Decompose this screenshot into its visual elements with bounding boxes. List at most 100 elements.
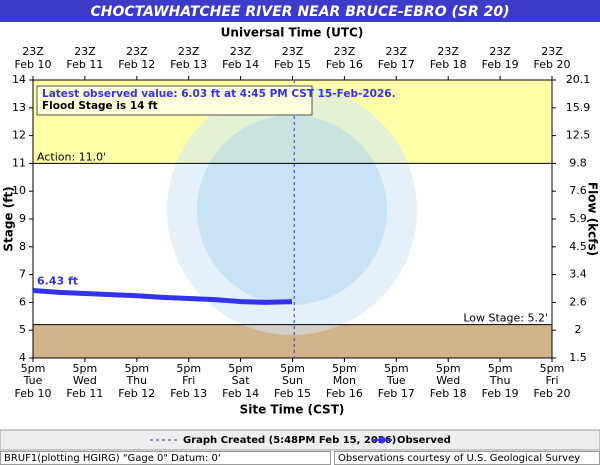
x-tick-date: Feb 17 [378,387,415,400]
x-tick-time: 5pm [332,362,357,375]
top-tick-date: Feb 13 [170,58,207,71]
info-blue: Latest observed value: 6.03 ft at 4:45 P… [42,88,396,100]
observed-line [32,287,293,305]
info-box [36,85,313,116]
x-tick-time: 5pm [280,362,305,375]
y2-tick-label: 7.6 [569,184,587,197]
top-tick-time: 23Z [437,45,459,58]
top-tick-date: Feb 18 [430,58,467,71]
y2-axis-label: Flow (kcfs) [586,182,600,256]
top-tick-time: 23Z [541,45,563,58]
x-tick-weekday: Sat [232,374,251,387]
y-tick-label: 10 [12,184,26,197]
x-tick-time: 5pm [488,362,513,375]
legend-bar [0,429,600,451]
legend-created: Graph Created (5:48PM Feb 15, 2026) [183,435,396,446]
y-tick-label: 8 [19,240,26,253]
x-tick-date: Feb 12 [118,387,155,400]
footer-right: Observations courtesy of U.S. Geological… [338,453,580,464]
x-tick-date: Feb 20 [534,387,571,400]
legend-observed-marker [378,436,386,444]
top-tick-date: Feb 17 [378,58,415,71]
top-tick-date: Feb 11 [66,58,103,71]
top-tick-date: Feb 12 [118,58,155,71]
top-axis-label: Universal Time (UTC) [221,26,364,40]
x-tick-date: Feb 14 [222,387,259,400]
top-tick-time: 23Z [22,45,44,58]
x-tick-date: Feb 16 [326,387,363,400]
y-tick-label: 5 [19,323,26,336]
x-tick-weekday: Thu [489,374,511,387]
top-tick-time: 23Z [74,45,96,58]
x-tick-weekday: Mon [333,374,356,387]
top-tick-time: 23Z [126,45,148,58]
footer-left: BRUF1(plotting HGIRG) "Gage 0" Datum: 0' [4,453,221,464]
x-tick-weekday: Fri [182,374,195,387]
watermark [167,85,417,335]
top-tick-date: Feb 20 [534,58,571,71]
start-label: 6.43 ft [37,274,78,287]
plot-area: Action: 11.0' Low Stage: 5.2' [33,80,552,358]
y2-tick-label: 12.5 [566,129,591,142]
y2-tick-label: 20.1 [566,73,591,86]
x-tick-time: 5pm [176,362,201,375]
plot-frame [32,79,553,359]
y2-tick-label: 2 [575,323,582,336]
y-tick-label: 13 [12,101,26,114]
x-tick-weekday: Wed [436,374,460,387]
x-tick-time: 5pm [73,362,98,375]
y2-tick-label: 15.9 [566,101,591,114]
x-tick-date: Feb 13 [170,387,207,400]
y-tick-label: 6 [19,295,26,308]
y-axis-label: Stage (ft) [2,186,16,251]
x-tick-weekday: Thu [125,374,147,387]
title-bar [0,0,600,22]
y-tick-label: 7 [19,268,26,281]
top-tick-time: 23Z [489,45,511,58]
top-tick-date: Feb 10 [15,58,52,71]
y2-tick-label: 9.8 [569,156,587,169]
y-tick-label: 9 [19,212,26,225]
y2-tick-label: 4.5 [569,240,587,253]
x-tick-time: 5pm [436,362,461,375]
x-tick-date: Feb 10 [15,387,52,400]
x-tick-weekday: Fri [545,374,558,387]
top-tick-date: Feb 14 [222,58,259,71]
x-tick-weekday: Sun [282,374,303,387]
x-tick-weekday: Tue [23,374,43,387]
x-tick-time: 5pm [21,362,46,375]
y-tick-label: 12 [12,129,26,142]
y-tick-label: 14 [12,73,26,86]
top-tick-time: 23Z [178,45,200,58]
top-tick-date: Feb 16 [326,58,363,71]
chart-title: CHOCTAWHATCHEE RIVER NEAR BRUCE-EBRO (SR… [91,4,510,20]
y-tick-label: 11 [12,156,26,169]
y-tick-label: 4 [19,351,26,364]
x-tick-weekday: Wed [73,374,97,387]
y2-tick-label: 5.9 [569,212,587,225]
y2-tick-label: 1.5 [569,351,587,364]
x-tick-date: Feb 18 [430,387,467,400]
x-tick-time: 5pm [124,362,149,375]
info-line2: Flood Stage is 14 ft [42,100,158,112]
x-tick-date: Feb 11 [66,387,103,400]
x-tick-date: Feb 15 [274,387,311,400]
x-axis-label: Site Time (CST) [240,403,345,417]
x-tick-date: Feb 19 [482,387,519,400]
top-tick-time: 23Z [230,45,252,58]
top-tick-time: 23Z [334,45,356,58]
threshold-label: Low Stage: 5.2' [463,312,548,325]
legend-entry: Observed [397,435,451,446]
threshold-label: Action: 11.0' [37,150,106,163]
x-tick-time: 5pm [384,362,409,375]
top-tick-time: 23Z [282,45,304,58]
x-tick-time: 5pm [540,362,565,375]
watermark-inner [197,115,387,305]
x-tick-weekday: Tue [386,374,406,387]
top-tick-date: Feb 15 [274,58,311,71]
y2-tick-label: 3.4 [569,268,587,281]
x-tick-time: 5pm [228,362,253,375]
y2-tick-label: 2.6 [569,295,587,308]
top-tick-date: Feb 19 [482,58,519,71]
